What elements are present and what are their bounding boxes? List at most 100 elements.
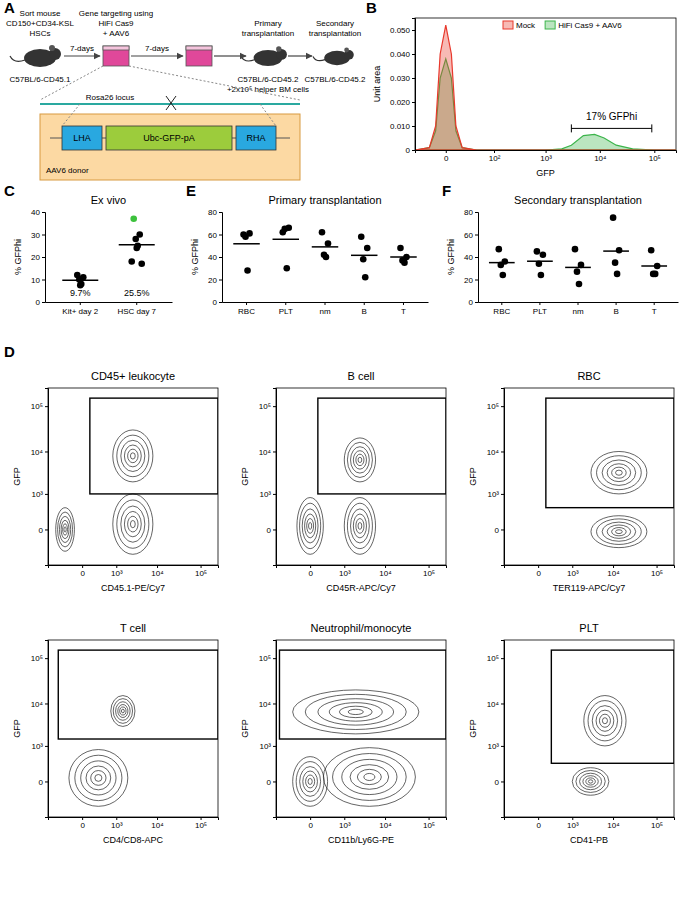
tick-label: 10⁵ bbox=[651, 821, 663, 830]
tick-label: 20 bbox=[464, 276, 473, 285]
tick-label: 10³ bbox=[31, 742, 43, 751]
data-point bbox=[244, 267, 251, 274]
population-contour bbox=[113, 494, 153, 554]
axis: 010203040 bbox=[31, 208, 45, 307]
tick-label: 10³ bbox=[111, 821, 123, 830]
tick-mark bbox=[310, 817, 311, 820]
axis-line bbox=[273, 389, 277, 566]
cut-mark bbox=[166, 96, 176, 110]
tick: nm bbox=[572, 302, 583, 316]
tick-label: 10³ bbox=[567, 821, 579, 830]
tick-mark bbox=[219, 280, 222, 281]
plot-area bbox=[489, 214, 667, 287]
axis-title: GFP bbox=[240, 719, 250, 738]
tick: 10³ bbox=[540, 150, 552, 163]
population-contour bbox=[592, 706, 617, 736]
plot-frame bbox=[415, 18, 676, 150]
axis: RBCPLTnmBT bbox=[479, 302, 679, 316]
tick-mark bbox=[654, 302, 655, 305]
tick-label: 0 bbox=[39, 526, 44, 535]
axis-line bbox=[45, 641, 49, 818]
tick-label: 80 bbox=[464, 208, 473, 217]
tick-label: 0 bbox=[80, 569, 85, 578]
tick-mark bbox=[42, 302, 45, 303]
axis-line bbox=[501, 641, 505, 818]
axis-title: CD11b/Ly6G-PE bbox=[328, 835, 394, 845]
axis: 010³10⁴10⁵ bbox=[259, 641, 277, 818]
tick-label: 0 bbox=[536, 821, 541, 830]
population-contour bbox=[607, 464, 630, 482]
population-contour bbox=[64, 527, 66, 532]
tick-label: 10⁴ bbox=[31, 700, 44, 709]
chart: 010³10⁴10⁵010³10⁴10⁵T cellCD4/CD8-APCGFP bbox=[12, 622, 219, 845]
chart: 010³10⁴10⁵010³10⁴10⁵B cellCD45R-APC/Cy7G… bbox=[240, 370, 447, 593]
tick: 80 bbox=[464, 208, 478, 217]
data-point bbox=[574, 268, 581, 275]
population-contour bbox=[69, 750, 128, 807]
tick-mark bbox=[45, 451, 48, 452]
tick: PLT bbox=[279, 302, 293, 316]
axis: 00.0100.0200.0300.0400.050 bbox=[390, 19, 416, 156]
data-point bbox=[138, 260, 145, 267]
step-text: Primary bbox=[254, 19, 282, 28]
population-contour bbox=[128, 516, 138, 532]
tick: 10³ bbox=[111, 817, 123, 830]
tick-mark bbox=[273, 703, 276, 704]
diagram: Sort mouseCD150+CD34-KSLHSCsC57BL/6-CD45… bbox=[6, 9, 366, 180]
strain-text: +2x10⁵ helper BM cells bbox=[227, 85, 309, 94]
plot-area bbox=[58, 650, 218, 806]
panel-label: F bbox=[442, 182, 451, 199]
tick-mark bbox=[572, 817, 573, 820]
chart-title: T cell bbox=[120, 622, 146, 634]
panel-label: E bbox=[186, 182, 196, 199]
tick-label: 0 bbox=[39, 778, 44, 787]
population-contour bbox=[358, 457, 362, 462]
tick-label: 0 bbox=[213, 298, 218, 307]
legend-swatch bbox=[545, 21, 555, 29]
population-contour bbox=[597, 456, 642, 490]
tick: RBC bbox=[493, 302, 510, 316]
population-contour bbox=[348, 709, 363, 714]
tick: 10⁵ bbox=[487, 654, 504, 663]
data-point bbox=[283, 265, 290, 272]
tick-label: 10⁴ bbox=[487, 700, 500, 709]
tick-mark bbox=[219, 212, 222, 213]
tick-mark bbox=[501, 451, 504, 452]
tick-label: RBC bbox=[238, 307, 255, 316]
tick: 0 bbox=[80, 565, 85, 578]
tick-mark bbox=[613, 817, 614, 820]
tick-label: 40 bbox=[464, 253, 473, 262]
tick-label: 10⁴ bbox=[151, 569, 164, 578]
gate bbox=[90, 398, 218, 494]
axis-title: GFP bbox=[468, 719, 478, 738]
tick-mark bbox=[80, 302, 81, 305]
population-contour bbox=[591, 451, 647, 493]
plot-area bbox=[546, 398, 674, 548]
data-point bbox=[132, 236, 139, 243]
tick: RBC bbox=[238, 302, 255, 316]
figure: ABCDEFSort mouseCD150+CD34-KSLHSCsC57BL/… bbox=[0, 0, 685, 908]
tick-mark bbox=[285, 302, 286, 305]
tick-mark bbox=[538, 565, 539, 568]
data-point bbox=[612, 259, 619, 266]
axis: 010³10⁴10⁵ bbox=[277, 817, 447, 830]
mean-label: 25.5% bbox=[124, 288, 150, 298]
cut-mark bbox=[166, 96, 176, 110]
tick: 10⁴ bbox=[487, 448, 504, 457]
tick-mark bbox=[219, 302, 222, 303]
tick: 0 bbox=[406, 146, 415, 155]
tick: 10⁵ bbox=[195, 817, 207, 830]
data-point bbox=[616, 247, 623, 254]
tick-mark bbox=[45, 406, 48, 407]
tick: 0 bbox=[469, 298, 478, 307]
data-point bbox=[360, 256, 367, 263]
population-contour bbox=[333, 754, 407, 801]
tick: T bbox=[652, 302, 657, 316]
strain-text: C57BL/6-CD45.2 bbox=[305, 75, 366, 84]
zoom-line bbox=[62, 104, 80, 126]
tick-label: 0 bbox=[267, 778, 272, 787]
tick-mark bbox=[45, 703, 48, 704]
tick-mark bbox=[613, 565, 614, 568]
data-point bbox=[652, 271, 659, 278]
axis-title: GFP bbox=[468, 467, 478, 486]
